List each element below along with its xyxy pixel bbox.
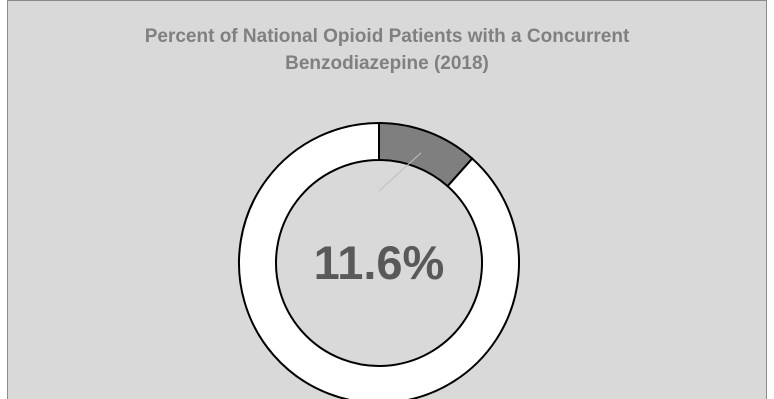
chart-title-line-2: Benzodiazepine (2018) (285, 53, 489, 74)
chart-area: Percent of National Opioid Patients with… (7, 0, 767, 399)
slice-leader-line (378, 152, 422, 192)
doughnut-slice-1 (238, 121, 520, 399)
chart-title: Percent of National Opioid Patients with… (8, 23, 766, 77)
doughnut-chart: 11.6% (238, 121, 520, 399)
center-value-label: 11.6% (314, 236, 445, 289)
chart-title-line-1: Percent of National Opioid Patients with… (144, 26, 630, 47)
slices-layer (238, 121, 520, 399)
